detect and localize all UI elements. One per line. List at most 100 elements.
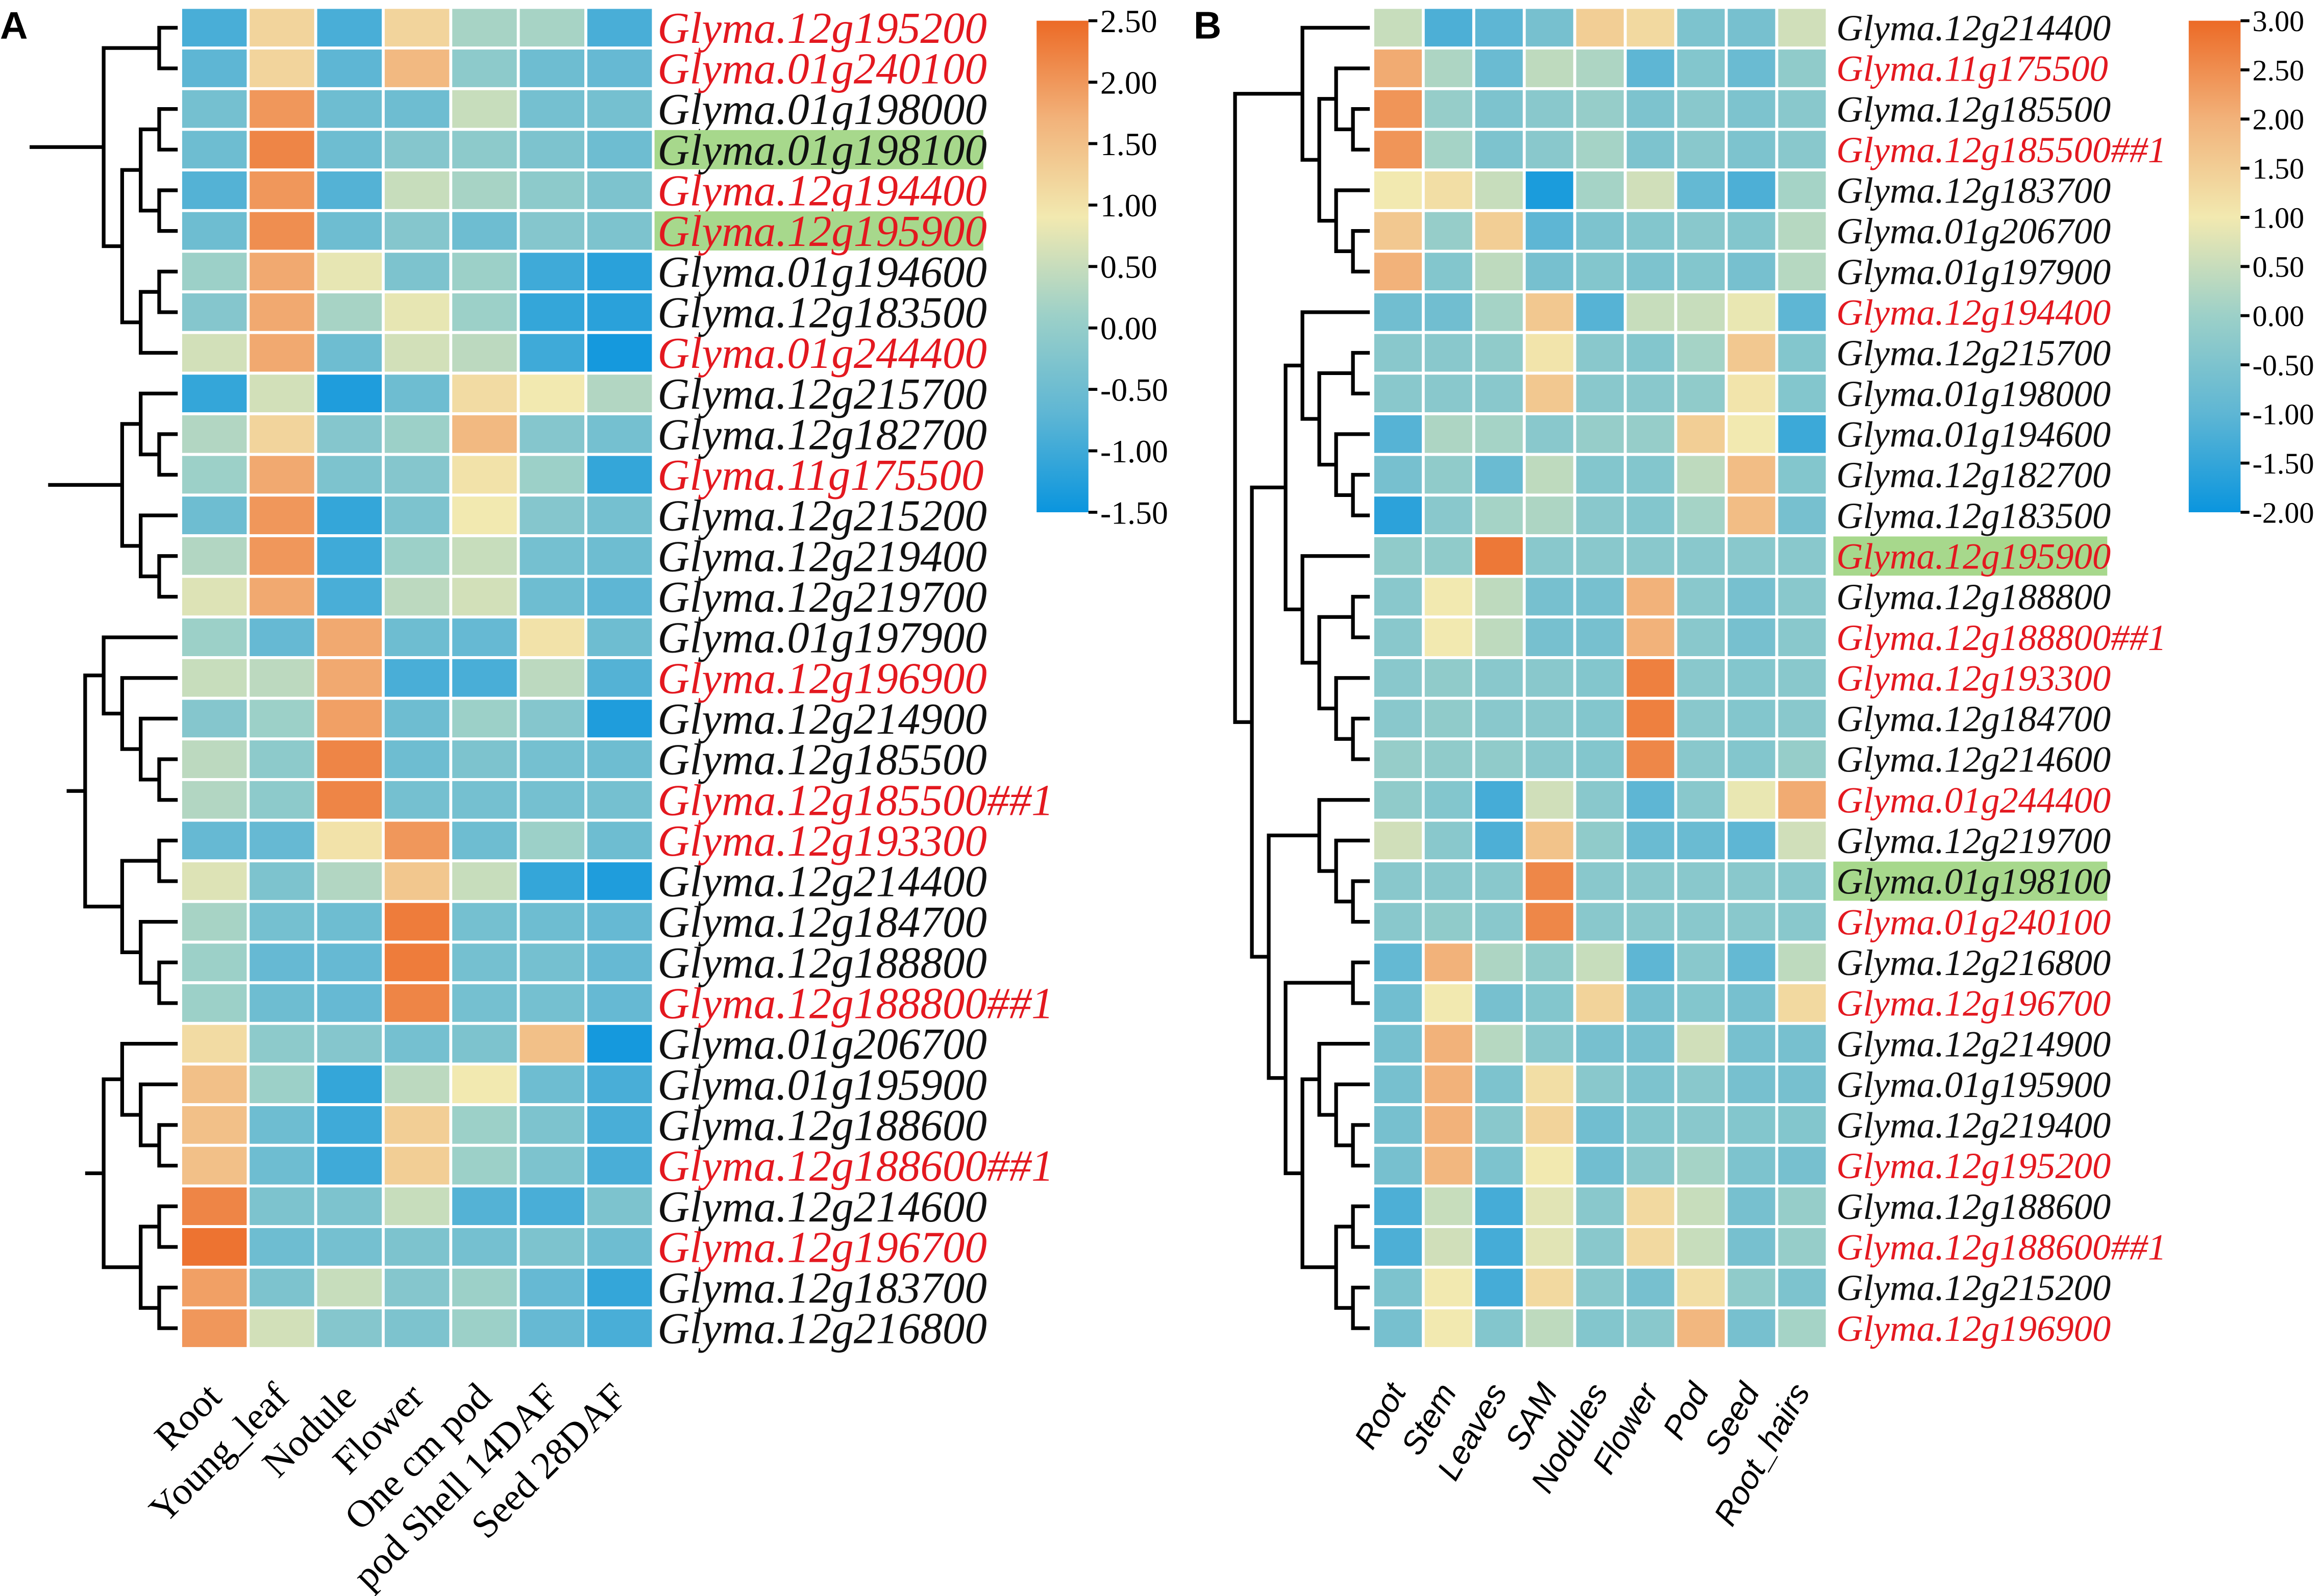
gene-highlight	[654, 211, 983, 251]
cell-B-r3-c1	[1422, 128, 1475, 172]
cell-A-r11-c3	[382, 453, 453, 497]
cell-A-r1-c5	[516, 46, 587, 90]
cell-B-r7-c2	[1472, 290, 1526, 334]
cell-B-r29-c3	[1522, 1184, 1576, 1228]
cell-A-r16-c2	[314, 656, 385, 700]
cell-B-r3-c0	[1371, 128, 1425, 172]
cell-A-r19-c0	[179, 778, 250, 822]
gene-label: Glyma.12g195900	[1836, 535, 2111, 577]
cell-A-r20-c2	[314, 818, 385, 863]
cell-B-r19-c7	[1724, 778, 1778, 822]
gene-highlight	[654, 130, 983, 169]
cell-B-r16-c5	[1623, 656, 1677, 700]
cell-A-r23-c6	[584, 940, 655, 985]
legend-tick-label: 3.00	[2253, 5, 2305, 38]
cell-A-r1-c1	[246, 46, 317, 90]
dendrogram-branch	[139, 1225, 159, 1310]
gene-label: Glyma.01g194600	[657, 247, 987, 296]
cell-A-r27-c2	[314, 1103, 385, 1147]
cell-B-r31-c5	[1623, 1265, 1677, 1310]
cell-B-r28-c6	[1674, 1143, 1728, 1188]
gene-label: Glyma.12g183500	[1836, 495, 2111, 536]
cell-A-r11-c1	[246, 453, 317, 497]
cell-B-r17-c7	[1724, 696, 1778, 741]
cell-B-r27-c4	[1573, 1103, 1627, 1147]
dendrogram-branch	[157, 188, 178, 233]
cell-B-r25-c3	[1522, 1021, 1576, 1066]
cell-B-r16-c2	[1472, 656, 1526, 700]
cell-A-r19-c4	[449, 778, 520, 822]
cell-B-r18-c6	[1674, 737, 1728, 781]
dendrogram-branch	[1233, 92, 1303, 724]
cell-B-r16-c7	[1724, 656, 1778, 700]
cell-A-r7-c0	[179, 290, 250, 334]
cell-B-r15-c8	[1775, 615, 1829, 659]
cell-B-r19-c8	[1775, 778, 1829, 822]
cell-B-r28-c0	[1371, 1143, 1425, 1188]
cell-A-r23-c3	[382, 940, 453, 985]
cell-A-r17-c2	[314, 696, 385, 741]
dendrogram-branch	[157, 757, 178, 802]
cell-A-r32-c2	[314, 1306, 385, 1350]
cell-A-r10-c2	[314, 412, 385, 456]
cell-B-r0-c4	[1573, 6, 1627, 50]
cell-B-r1-c6	[1674, 46, 1728, 90]
cell-A-r11-c2	[314, 453, 385, 497]
cell-B-r15-c2	[1472, 615, 1526, 659]
cell-B-r25-c7	[1724, 1021, 1778, 1066]
cell-A-r26-c4	[449, 1062, 520, 1106]
cell-B-r21-c5	[1623, 859, 1677, 903]
dendrogram-branch	[157, 26, 178, 70]
cell-B-r6-c7	[1724, 250, 1778, 293]
cell-A-r0-c4	[449, 6, 520, 50]
cell-B-r7-c6	[1674, 290, 1728, 334]
dendrogram-branch	[1317, 97, 1337, 223]
gene-label: Glyma.12g216800	[657, 1304, 987, 1353]
gene-label: Glyma.01g197900	[1836, 251, 2111, 292]
dendrogram-branch	[1317, 798, 1370, 873]
cell-A-r22-c4	[449, 900, 520, 944]
dendrogram-branch	[157, 1204, 178, 1249]
cell-B-r0-c7	[1724, 6, 1778, 50]
cell-B-r27-c1	[1422, 1103, 1475, 1147]
cell-A-r17-c5	[516, 696, 587, 741]
cell-B-r25-c4	[1573, 1021, 1627, 1066]
gene-label: Glyma.01g198100	[657, 125, 987, 174]
cell-B-r19-c0	[1371, 778, 1425, 822]
cell-B-r11-c8	[1775, 453, 1829, 497]
cell-A-r29-c5	[516, 1184, 587, 1228]
cell-B-r15-c7	[1724, 615, 1778, 659]
dendrogram-branch	[1351, 107, 1370, 152]
cell-B-r11-c0	[1371, 453, 1425, 497]
cell-A-r24-c1	[246, 981, 317, 1025]
gene-label: Glyma.12g188800	[1836, 576, 2111, 617]
cell-B-r16-c4	[1573, 656, 1627, 700]
dendrogram-branch	[1351, 351, 1370, 395]
cell-A-r23-c0	[179, 940, 250, 985]
gene-label: Glyma.12g215700	[1836, 332, 2111, 373]
cell-B-r13-c5	[1623, 534, 1677, 578]
cell-A-r13-c4	[449, 534, 520, 578]
cell-B-r31-c2	[1472, 1265, 1526, 1310]
cell-B-r7-c3	[1522, 290, 1576, 334]
cell-B-r21-c8	[1775, 859, 1829, 903]
cell-A-r15-c4	[449, 615, 520, 659]
gene-label: Glyma.12g188600	[1836, 1186, 2111, 1227]
cell-A-r31-c1	[246, 1265, 317, 1310]
cell-A-r28-c4	[449, 1143, 520, 1188]
gene-label: Glyma.12g185500	[1836, 88, 2111, 130]
cell-B-r12-c6	[1674, 493, 1728, 537]
cell-A-r3-c4	[449, 128, 520, 172]
cell-B-r5-c4	[1573, 209, 1627, 253]
cell-A-r13-c5	[516, 534, 587, 578]
cell-B-r13-c7	[1724, 534, 1778, 578]
legend-tick-label: 1.50	[2253, 152, 2305, 185]
dendrogram-branch	[1351, 879, 1370, 924]
cell-B-r4-c6	[1674, 168, 1728, 212]
cell-B-r12-c8	[1775, 493, 1829, 537]
cell-B-r21-c6	[1674, 859, 1728, 903]
cell-A-r17-c1	[246, 696, 317, 741]
cell-B-r14-c2	[1472, 575, 1526, 619]
cell-B-r7-c8	[1775, 290, 1829, 334]
cell-B-r1-c2	[1472, 46, 1526, 90]
